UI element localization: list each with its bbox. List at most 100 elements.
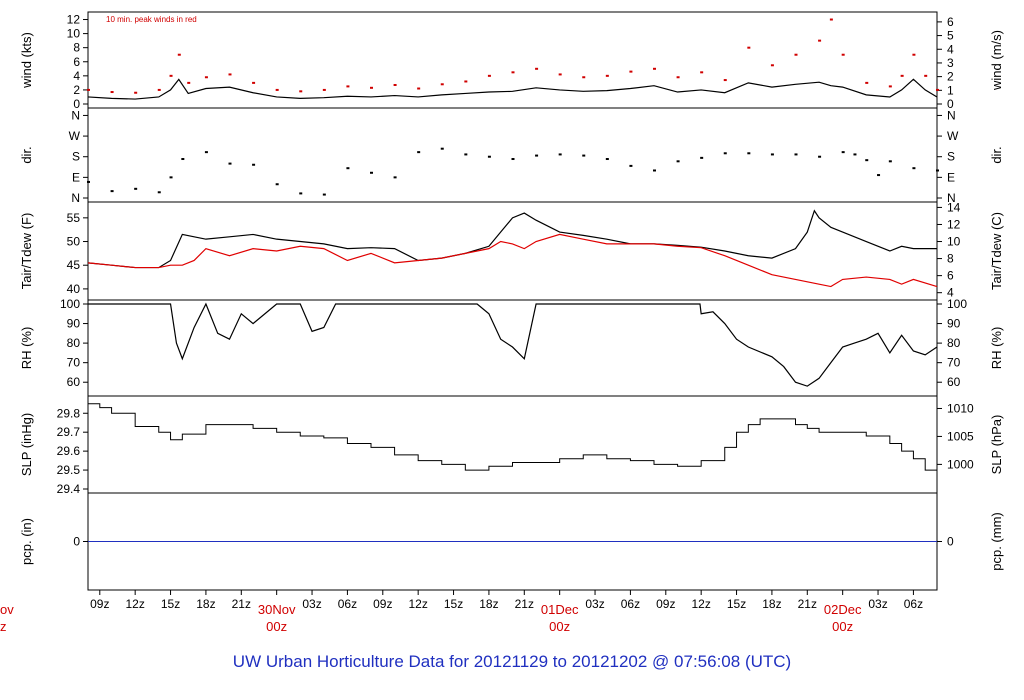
right-tick-label: E: [947, 170, 955, 184]
data-point: [511, 71, 515, 74]
left-tick-label: 29.4: [57, 482, 81, 496]
left-tick-label: 29.6: [57, 444, 81, 458]
series-line: [88, 302, 938, 387]
data-point: [924, 74, 928, 77]
data-point: [464, 80, 468, 83]
peak-winds-note: 10 min. peak winds in red: [106, 15, 197, 24]
x-tick-label: 21z: [515, 597, 534, 611]
data-point: [888, 85, 892, 88]
data-point: [322, 88, 326, 91]
data-point: [181, 158, 185, 161]
data-point: [535, 154, 539, 157]
day-label-time: 00z: [832, 619, 853, 634]
data-point: [700, 156, 704, 159]
data-point: [535, 67, 539, 70]
right-tick-label: 8: [947, 252, 954, 266]
right-tick-label: S: [947, 150, 955, 164]
right-tick-label: 1: [947, 83, 954, 97]
right-axis-label: dir.: [989, 146, 1004, 163]
x-tick-label: 12z: [691, 597, 710, 611]
x-tick-label: 18z: [196, 597, 215, 611]
left-tick-label: 70: [67, 356, 81, 370]
right-tick-label: 1000: [947, 457, 974, 471]
x-tick-label: 15z: [444, 597, 463, 611]
data-point: [770, 153, 774, 156]
left-tick-label: 40: [67, 282, 81, 296]
data-point: [417, 87, 421, 90]
data-point: [134, 187, 138, 190]
data-point: [865, 159, 869, 162]
data-point: [700, 71, 704, 74]
data-point: [723, 152, 727, 155]
data-point: [440, 83, 444, 86]
data-point: [157, 191, 161, 194]
data-point: [275, 183, 279, 186]
right-tick-label: 12: [947, 217, 961, 231]
data-point: [346, 85, 350, 88]
left-tick-label: W: [69, 129, 81, 143]
data-point: [275, 88, 279, 91]
right-tick-label: 1005: [947, 429, 974, 443]
left-tick-label: S: [72, 150, 80, 164]
day-label-date: ov: [0, 602, 14, 617]
left-axis-label: Tair/Tdew (F): [19, 213, 34, 290]
x-tick-label: 21z: [232, 597, 251, 611]
data-point: [900, 74, 904, 77]
data-point: [582, 154, 586, 157]
chart-title: UW Urban Horticulture Data for 20121129 …: [233, 652, 791, 671]
data-point: [676, 160, 680, 163]
data-point: [252, 81, 256, 84]
right-tick-label: 0: [947, 97, 954, 111]
right-tick-label: 0: [947, 535, 954, 549]
data-point: [794, 53, 798, 56]
right-tick-label: 80: [947, 336, 961, 350]
day-label-date: 30Nov: [258, 602, 296, 617]
data-point: [228, 73, 232, 76]
x-tick-label: 06z: [621, 597, 640, 611]
data-point: [393, 83, 397, 86]
left-axis-label: SLP (inHg): [19, 413, 34, 476]
right-axis-label: pcp. (mm): [989, 512, 1004, 571]
x-tick-label: 12z: [408, 597, 427, 611]
panel-frame: [87, 299, 938, 397]
data-point: [605, 158, 609, 161]
data-point: [605, 74, 609, 77]
data-point: [487, 74, 491, 77]
right-tick-label: N: [947, 191, 956, 205]
data-point: [558, 153, 562, 156]
x-tick-label: 09z: [656, 597, 675, 611]
data-point: [187, 81, 191, 84]
data-point: [629, 164, 633, 167]
data-point: [653, 169, 656, 172]
right-tick-label: 14: [947, 200, 961, 214]
x-tick-label: 12z: [125, 597, 144, 611]
data-point: [346, 167, 350, 170]
day-label-time: 00z: [266, 619, 287, 634]
right-axis-label: SLP (hPa): [989, 415, 1004, 475]
data-point: [747, 46, 751, 49]
left-tick-label: N: [71, 191, 80, 205]
left-tick-label: 90: [67, 317, 81, 331]
left-tick-label: 80: [67, 336, 81, 350]
right-tick-label: 5: [947, 29, 954, 43]
panel-pcp: 0 0 pcp. (in) pcp. (mm): [19, 492, 1004, 591]
data-point: [829, 18, 833, 21]
day-label-date: 02Dec: [824, 602, 862, 617]
data-point: [87, 88, 90, 91]
left-tick-label: 0: [73, 97, 80, 111]
right-tick-label: 70: [947, 356, 961, 370]
data-point: [169, 74, 173, 77]
right-tick-label: 60: [947, 375, 961, 389]
data-point: [582, 76, 586, 79]
right-tick-label: 4: [947, 286, 954, 300]
left-tick-label: 29.5: [57, 463, 81, 477]
panel-slp: 29.4 29.5 29.6 29.7 29.8 1000 1005 1010 SLP (inH…: [19, 395, 1004, 496]
right-tick-label: N: [947, 108, 956, 122]
x-tick-label: 18z: [762, 597, 781, 611]
data-point: [912, 53, 916, 56]
panel-rh: 60 70 80 90 100 60 70 80 90 100 RH (%) RH (%): [19, 297, 1004, 397]
right-tick-label: 4: [947, 42, 954, 56]
